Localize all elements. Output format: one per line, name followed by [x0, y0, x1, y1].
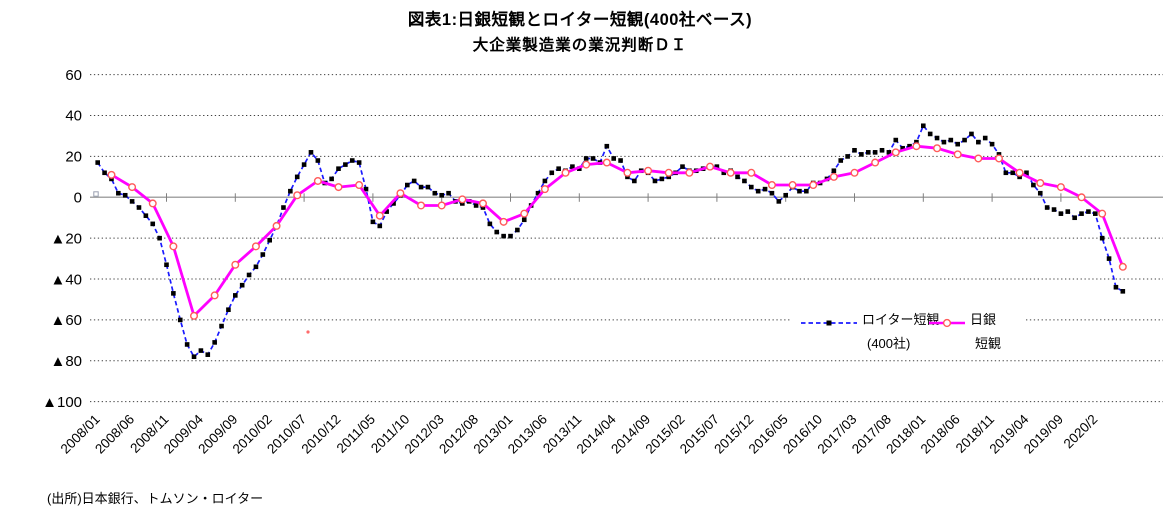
svg-text:▲60: ▲60 [50, 312, 82, 329]
x-axis-labels: 2008/012008/062008/112009/042009/092010/… [58, 411, 1101, 456]
y-axis-labels: 60 40 20 0 ▲20 ▲40 ▲60 ▲80 ▲100 [42, 67, 82, 411]
chart-title: 図表1:日銀短観とロイター短観(400社ベース) [407, 11, 753, 29]
source-note: (出所)日本銀行、トムソン・ロイター [47, 491, 264, 506]
legend-boj-line2: 短観 [975, 336, 1002, 351]
boj-legend-line-icon [929, 318, 965, 328]
svg-text:▲20: ▲20 [50, 230, 82, 247]
svg-text:60: 60 [65, 67, 82, 84]
chart-legend: ロイター短観 (400社) 日銀 短観 [792, 302, 1024, 360]
svg-text:2020/2: 2020/2 [1061, 412, 1101, 452]
legend-boj-line1: 日銀 [970, 312, 997, 327]
reuters-legend-line-icon [801, 320, 857, 326]
legend-entry-boj: 日銀 短観 [928, 312, 1001, 351]
boj-series [107, 142, 1127, 320]
svg-text:▲100: ▲100 [42, 394, 82, 411]
legend-reuters-line1: ロイター短観 [862, 312, 940, 327]
legend-reuters-line2: (400社) [867, 336, 911, 351]
stray-marks [93, 191, 310, 334]
svg-text:▲40: ▲40 [50, 271, 82, 288]
svg-text:20: 20 [65, 149, 82, 166]
chart-subtitle: 大企業製造業の業況判断ＤＩ [472, 37, 688, 54]
svg-text:0: 0 [74, 190, 82, 207]
legend-label-boj: 日銀 短観 [970, 312, 1001, 351]
legend-label-reuters: ロイター短観 (400社) [862, 312, 939, 351]
legend-entry-reuters: ロイター短観 (400社) [800, 312, 939, 351]
svg-text:40: 40 [65, 108, 82, 125]
svg-text:▲80: ▲80 [50, 353, 82, 370]
